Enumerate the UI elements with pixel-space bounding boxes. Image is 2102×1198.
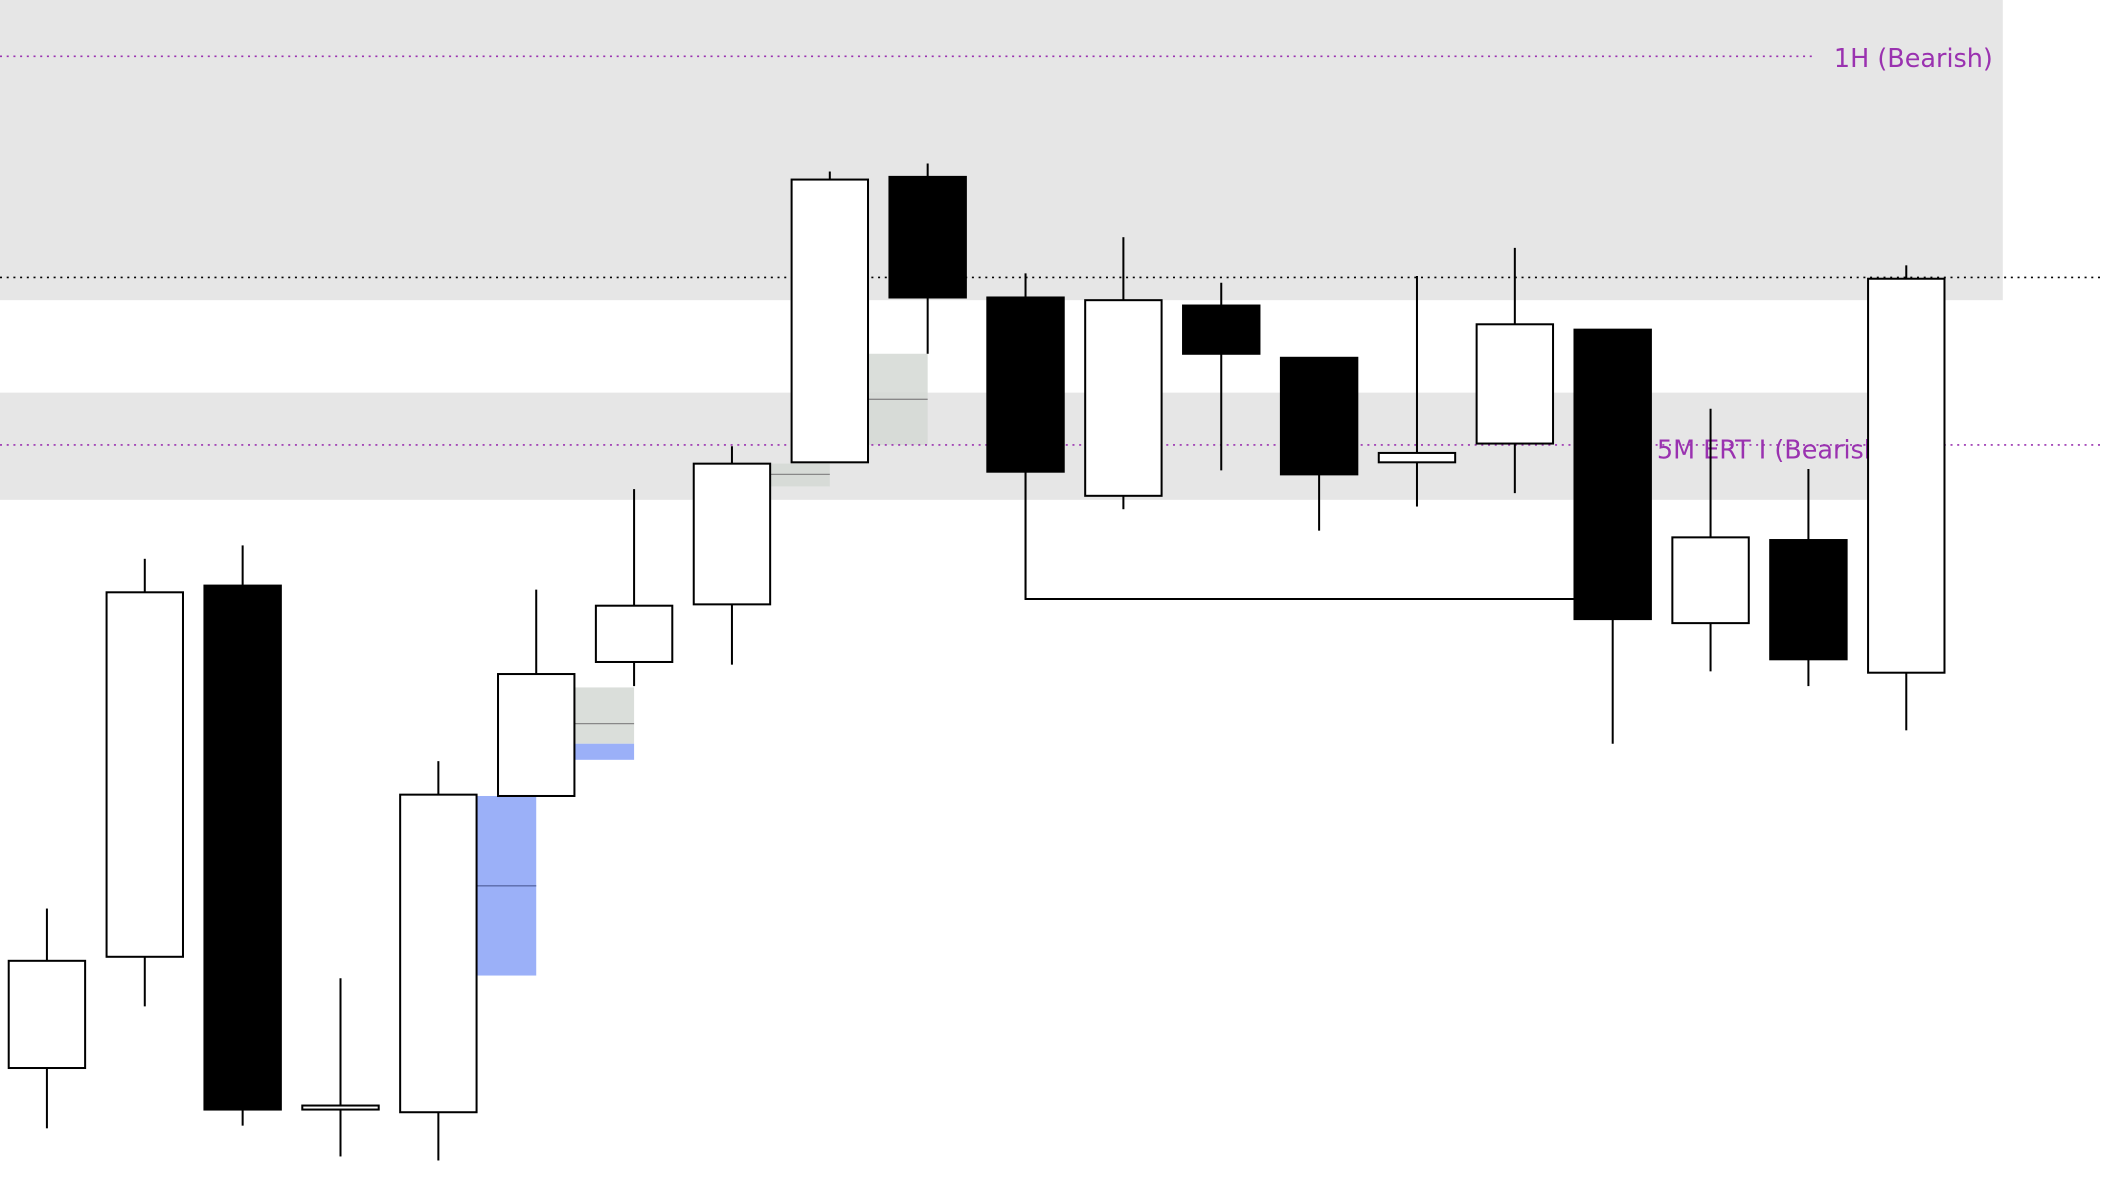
levels-layer — [0, 55, 2102, 446]
candle-body — [1573, 328, 1652, 621]
candle — [301, 978, 380, 1157]
fvg-layer — [476, 353, 928, 976]
candle — [1867, 265, 1946, 731]
fvg-box — [574, 743, 635, 760]
candle — [1475, 247, 1555, 494]
candle — [790, 171, 870, 464]
candle-body — [7, 959, 87, 1070]
candle-body — [1769, 539, 1848, 661]
candle-body — [1671, 536, 1750, 625]
candle — [1769, 469, 1848, 687]
candle-body — [594, 604, 674, 663]
candle-body — [105, 591, 184, 958]
candle-body — [790, 178, 870, 464]
candle — [203, 545, 282, 1126]
candle — [497, 589, 576, 797]
candle — [1279, 356, 1359, 531]
candle-body — [692, 462, 772, 606]
candle — [594, 489, 674, 687]
candle-body — [1279, 356, 1359, 476]
candle — [986, 273, 1065, 599]
candle-body — [1475, 323, 1555, 445]
candle-body — [1182, 304, 1261, 355]
candles-layer — [7, 163, 1946, 1161]
candle — [1084, 237, 1163, 510]
zone-box — [0, 0, 2003, 301]
level-label-1h: 1H (Bearish) — [1834, 44, 1993, 74]
candle-body — [1867, 277, 1946, 674]
zones-layer — [0, 0, 2003, 500]
candle-body — [497, 673, 576, 797]
fvg-box — [574, 687, 635, 744]
candle — [7, 908, 87, 1129]
candle — [105, 558, 184, 1007]
candle-body — [1084, 299, 1163, 497]
candle — [399, 761, 478, 1161]
level-label-5m: 5M ERT I (Bearish) — [1657, 435, 1890, 465]
level-labels-layer: 1H (Bearish) 5M ERT I (Bearish) — [1657, 44, 1993, 465]
candle-body — [1377, 451, 1457, 464]
candle — [1573, 328, 1652, 744]
candle-body — [399, 793, 478, 1114]
candle — [692, 446, 772, 665]
candle-body — [986, 296, 1065, 473]
candle — [888, 163, 967, 354]
candle-body — [301, 1104, 380, 1111]
candle — [1671, 408, 1750, 672]
zone-box — [0, 392, 1868, 500]
candle-body — [888, 175, 967, 299]
candle — [1182, 282, 1261, 471]
candle — [1377, 276, 1457, 507]
candle-body — [203, 584, 282, 1111]
